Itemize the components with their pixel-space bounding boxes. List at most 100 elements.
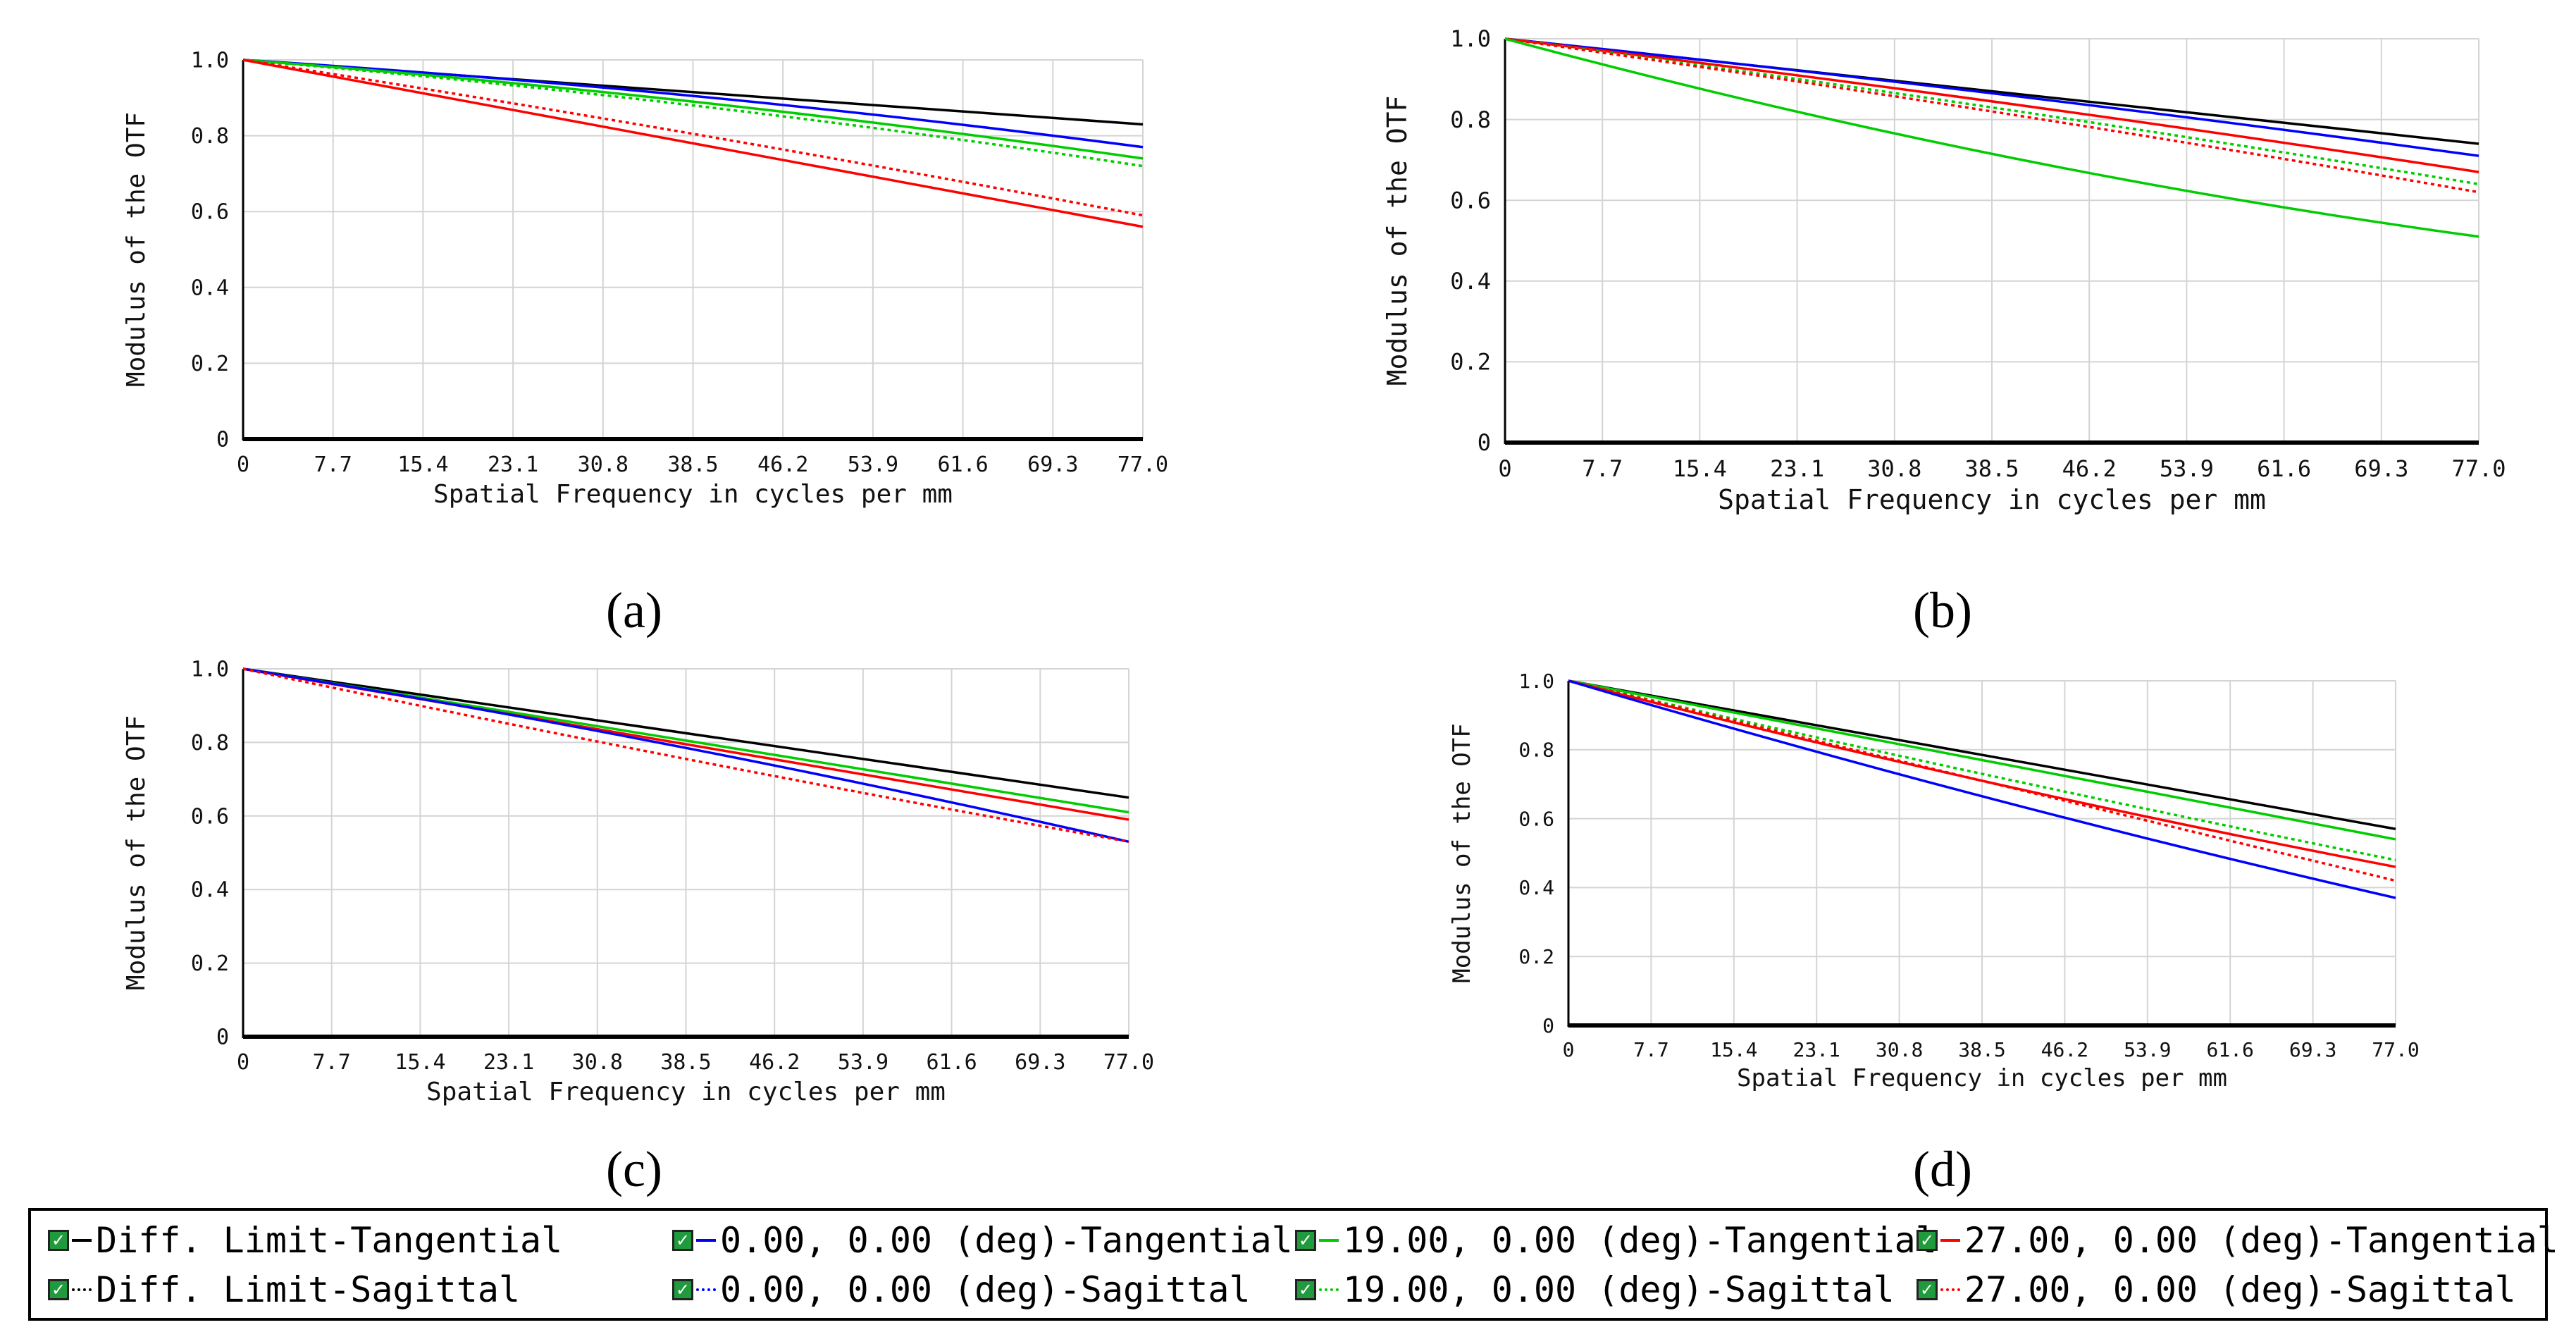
legend-checkbox[interactable]: ✓ (48, 1230, 69, 1251)
x-tick-label: 0 (237, 452, 249, 477)
legend-swatch (1940, 1288, 1960, 1291)
x-tick-label: 61.6 (937, 452, 988, 477)
legend-label: Diff. Limit-Tangential (96, 1220, 563, 1261)
x-tick-label: 15.4 (397, 452, 448, 477)
series-line (1568, 679, 2396, 899)
legend-label: 0.00, 0.00 (deg)-Sagittal (720, 1269, 1251, 1310)
otf-chart-b: 0 7.7 15.4 23.1 30.8 38.5 46.2 53.9 61.6 69.3 77.0… (1382, 25, 2506, 639)
legend-label: 27.00, 0.00 (deg)-Tangential (1964, 1220, 2558, 1261)
legend-label: 19.00, 0.00 (deg)-Sagittal (1343, 1269, 1895, 1310)
y-axis-title: Modulus of the OTF (122, 112, 151, 387)
x-tick-label: 69.3 (2289, 1038, 2336, 1061)
y-tick-label: 0 (1542, 1014, 1554, 1037)
legend-item[interactable]: ✓ 0.00, 0.00 (deg)-Tangential (672, 1219, 1293, 1262)
y-tick-label: 1.0 (191, 658, 229, 682)
legend-checkbox[interactable]: ✓ (1295, 1279, 1316, 1300)
legend-checkbox[interactable]: ✓ (1295, 1230, 1316, 1251)
panel-label: (c) (606, 1141, 662, 1197)
legend-box: ✓ Diff. Limit-Tangential ✓ Diff. Limit-Sagi… (28, 1208, 2558, 1321)
series-line (1504, 37, 2479, 157)
legend-item[interactable]: ✓ Diff. Limit-Tangential (48, 1219, 562, 1262)
x-tick-label: 23.1 (488, 452, 538, 477)
otf-chart-d: 0 7.7 15.4 23.1 30.8 38.5 46.2 53.9 61.6 69.3 77.0… (1448, 670, 2420, 1197)
y-tick-label: 0.4 (191, 276, 229, 300)
y-axis-title: Modulus of the OTF (1448, 723, 1476, 982)
y-tick-label: 0.4 (1450, 268, 1491, 295)
legend-item[interactable]: ✓ 27.00, 0.00 (deg)-Sagittal (1916, 1269, 2516, 1311)
x-tick-label: 53.9 (2160, 455, 2214, 482)
legend-checkbox[interactable]: ✓ (48, 1279, 69, 1300)
x-tick-label: 0 (237, 1050, 249, 1075)
x-tick-label: 77.0 (1103, 1050, 1154, 1075)
x-tick-label: 69.3 (2354, 455, 2408, 482)
legend-swatch (1319, 1288, 1339, 1291)
legend-label: 27.00, 0.00 (deg)-Sagittal (1964, 1269, 2516, 1310)
legend-checkbox[interactable]: ✓ (1916, 1279, 1938, 1300)
x-tick-label: 0 (1498, 455, 1511, 482)
x-tick-label: 23.1 (1770, 455, 1824, 482)
legend-item[interactable]: ✓ 19.00, 0.00 (deg)-Tangential (1295, 1219, 1937, 1262)
legend-item[interactable]: ✓ Diff. Limit-Sagittal (48, 1269, 520, 1311)
x-tick-label: 30.8 (578, 452, 628, 477)
x-tick-label: 38.5 (667, 452, 718, 477)
legend-swatch (72, 1239, 92, 1242)
y-tick-label: 0.6 (1518, 807, 1554, 830)
legend-checkbox[interactable]: ✓ (672, 1279, 693, 1300)
legend-label: Diff. Limit-Sagittal (96, 1269, 521, 1310)
panel-label: (b) (1913, 582, 1972, 639)
legend-item[interactable]: ✓ 19.00, 0.00 (deg)-Sagittal (1295, 1269, 1895, 1311)
legend-item[interactable]: ✓ 0.00, 0.00 (deg)-Sagittal (672, 1269, 1251, 1311)
y-tick-label: 1.0 (1450, 25, 1491, 52)
x-tick-label: 38.5 (1958, 1038, 2005, 1061)
x-tick-label: 30.8 (572, 1050, 623, 1075)
x-tick-label: 7.7 (314, 452, 352, 477)
y-tick-label: 0 (216, 428, 229, 452)
y-axis-title: Modulus of the OTF (122, 715, 151, 990)
legend-checkbox[interactable]: ✓ (672, 1230, 693, 1251)
x-tick-label: 46.2 (2041, 1038, 2088, 1061)
x-tick-label: 15.4 (1673, 455, 1727, 482)
series-line (242, 58, 1144, 168)
y-tick-label: 0 (1478, 429, 1491, 456)
y-tick-label: 0.2 (191, 951, 229, 976)
x-tick-label: 7.7 (1633, 1038, 1669, 1061)
y-tick-label: 1.0 (191, 49, 229, 73)
x-axis-title: Spatial Frequency in cycles per mm (426, 1078, 946, 1106)
x-tick-label: 53.9 (848, 452, 898, 477)
x-tick-label: 61.6 (2257, 455, 2311, 482)
x-tick-label: 23.1 (1792, 1038, 1840, 1061)
legend-swatch (1319, 1239, 1339, 1242)
y-tick-label: 1.0 (1518, 670, 1554, 693)
x-tick-label: 38.5 (1964, 455, 2019, 482)
x-tick-label: 46.2 (757, 452, 808, 477)
y-tick-label: 0.8 (1518, 739, 1554, 762)
y-axis-title: Modulus of the OTF (1382, 96, 1413, 386)
x-axis-title: Spatial Frequency in cycles per mm (1718, 484, 2266, 515)
legend-swatch (72, 1288, 92, 1291)
x-tick-label: 46.2 (749, 1050, 800, 1075)
legend-checkbox[interactable]: ✓ (1916, 1230, 1938, 1251)
x-tick-label: 53.9 (2124, 1038, 2171, 1061)
legend-label: 0.00, 0.00 (deg)-Tangential (720, 1220, 1293, 1261)
x-tick-label: 38.5 (660, 1050, 711, 1075)
y-tick-label: 0.2 (191, 352, 229, 376)
x-tick-label: 15.4 (395, 1050, 445, 1075)
series-line (1568, 679, 2396, 861)
legend-item[interactable]: ✓ 27.00, 0.00 (deg)-Tangential (1916, 1219, 2558, 1262)
x-axis-title: Spatial Frequency in cycles per mm (1737, 1064, 2227, 1092)
series-line (242, 58, 1144, 160)
y-tick-label: 0.8 (191, 731, 229, 756)
series-line (242, 58, 1144, 217)
x-tick-label: 77.0 (2372, 1038, 2419, 1061)
legend-label: 19.00, 0.00 (deg)-Tangential (1343, 1220, 1937, 1261)
legend-swatch (696, 1239, 716, 1242)
x-tick-label: 53.9 (838, 1050, 888, 1075)
y-tick-label: 0.4 (191, 878, 229, 903)
series-line (242, 667, 1129, 844)
x-tick-label: 0 (1563, 1038, 1575, 1061)
series-line (242, 667, 1129, 844)
otf-chart-c: 0 7.7 15.4 23.1 30.8 38.5 46.2 53.9 61.6 69.3 77.0… (122, 658, 1154, 1198)
x-tick-label: 77.0 (2451, 455, 2506, 482)
series-line (242, 667, 1129, 799)
